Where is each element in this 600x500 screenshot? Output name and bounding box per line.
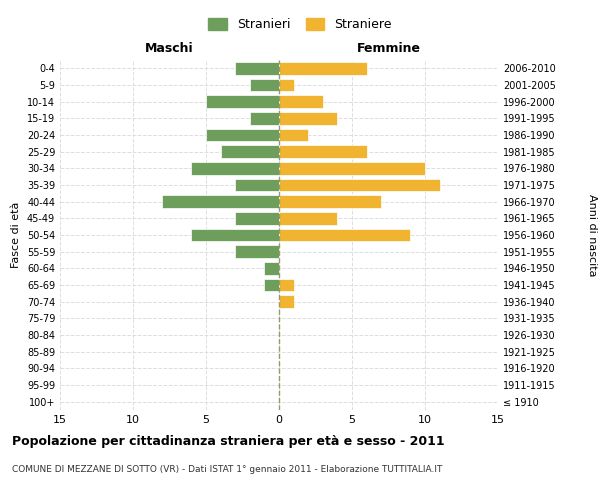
Bar — [235, 246, 279, 258]
Text: Popolazione per cittadinanza straniera per età e sesso - 2011: Popolazione per cittadinanza straniera p… — [12, 435, 445, 448]
Legend: Stranieri, Straniere: Stranieri, Straniere — [202, 11, 398, 38]
Bar — [279, 162, 425, 174]
Text: Maschi: Maschi — [145, 42, 194, 55]
Bar — [265, 279, 279, 291]
Bar — [279, 229, 410, 241]
Bar — [250, 112, 279, 124]
Bar — [265, 262, 279, 274]
Bar — [206, 129, 279, 141]
Bar — [235, 62, 279, 74]
Bar — [191, 162, 279, 174]
Bar — [279, 96, 323, 108]
Bar — [235, 212, 279, 224]
Bar — [250, 79, 279, 92]
Bar — [206, 96, 279, 108]
Text: COMUNE DI MEZZANE DI SOTTO (VR) - Dati ISTAT 1° gennaio 2011 - Elaborazione TUTT: COMUNE DI MEZZANE DI SOTTO (VR) - Dati I… — [12, 465, 442, 474]
Bar — [279, 212, 337, 224]
Bar — [279, 179, 440, 192]
Y-axis label: Fasce di età: Fasce di età — [11, 202, 21, 268]
Bar — [279, 146, 367, 158]
Bar — [279, 296, 293, 308]
Bar — [279, 79, 293, 92]
Text: Femmine: Femmine — [356, 42, 421, 55]
Bar — [279, 112, 337, 124]
Bar — [279, 196, 381, 208]
Bar — [235, 179, 279, 192]
Bar — [162, 196, 279, 208]
Bar — [191, 229, 279, 241]
Bar — [279, 62, 367, 74]
Y-axis label: Anni di nascita: Anni di nascita — [587, 194, 598, 276]
Bar — [279, 279, 293, 291]
Bar — [279, 129, 308, 141]
Bar — [221, 146, 279, 158]
